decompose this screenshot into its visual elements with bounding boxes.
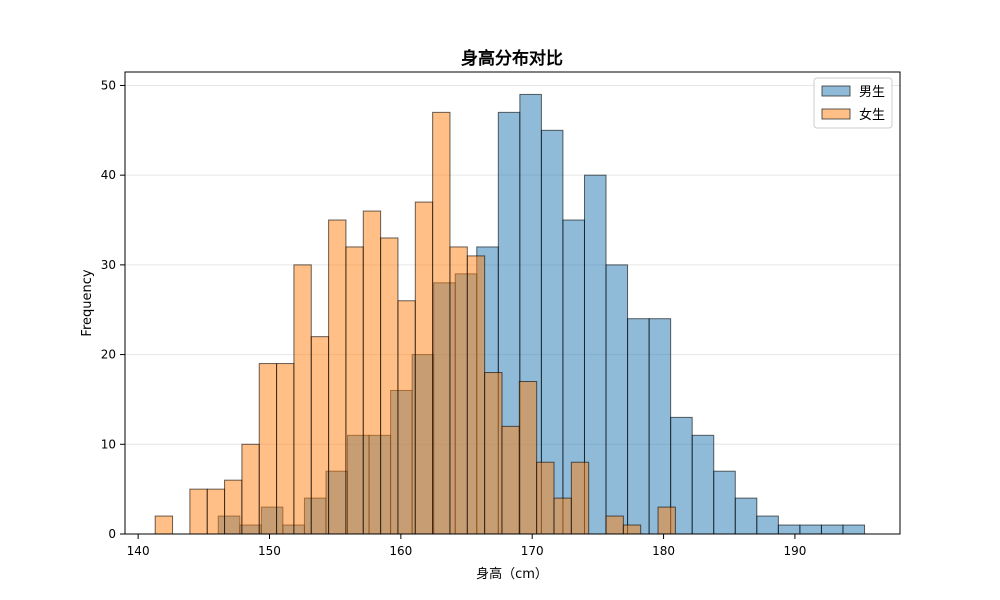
- bar-girls-26: [605, 515, 624, 535]
- bar-boys-18: [605, 264, 629, 535]
- legend: 男生 女生: [813, 77, 893, 129]
- legend-label-boys: 男生: [859, 85, 885, 100]
- bar-girls-5: [241, 443, 260, 535]
- x-axis-label: 身高（cm）: [476, 566, 548, 582]
- y-axis-label: Frequency: [80, 269, 95, 336]
- y-tick-label-10: 10: [101, 437, 116, 451]
- bar-girls-18: [466, 255, 486, 535]
- bar-boys-28: [820, 524, 844, 535]
- bar-girls-7: [276, 363, 295, 535]
- x-tick-label-180: 180: [652, 544, 675, 558]
- bar-girls-22: [536, 461, 555, 535]
- x-tick-label-150: 150: [258, 544, 281, 558]
- bar-girls-2: [189, 488, 208, 535]
- bar-girls-14: [397, 300, 416, 535]
- bar-boys-27: [799, 524, 822, 535]
- bar-boys-29: [842, 524, 866, 535]
- bar-girls-13: [380, 237, 399, 535]
- bar-girls-8: [293, 264, 312, 535]
- bar-boys-24: [734, 497, 758, 535]
- bar-girls-11: [345, 246, 364, 535]
- bar-boys-25: [756, 515, 779, 535]
- bar-girls-6: [258, 363, 278, 535]
- y-tick-label-30: 30: [101, 258, 116, 272]
- bar-girls-10: [328, 219, 347, 535]
- y-tick-label-20: 20: [101, 348, 116, 362]
- bar-girls-24: [570, 461, 590, 535]
- bar-boys-22: [691, 434, 715, 535]
- chart-title: 身高分布对比: [461, 48, 563, 69]
- x-tick-label-140: 140: [127, 544, 150, 558]
- bar-girls-23: [553, 497, 572, 535]
- x-tick-label-190: 190: [783, 544, 806, 558]
- bar-girls-17: [449, 246, 468, 535]
- y-tick-label-50: 50: [101, 78, 116, 92]
- legend-swatch-boys: [821, 85, 851, 97]
- bar-girls-20: [501, 425, 520, 535]
- bar-girls-9: [310, 336, 330, 535]
- plot-frame: [124, 71, 901, 535]
- bar-girls-16: [432, 111, 451, 535]
- bar-boys-20: [648, 318, 672, 535]
- x-tick-label-170: 170: [521, 544, 544, 558]
- bar-boys-26: [777, 524, 801, 535]
- bar-girls-15: [414, 201, 434, 535]
- bar-girls-4: [224, 479, 243, 535]
- y-axis-ticks: 0 10 20 30 40 50: [101, 78, 125, 541]
- bar-girls-29: [657, 506, 676, 535]
- bar-boys-19: [627, 318, 650, 535]
- x-tick-label-160: 160: [389, 544, 412, 558]
- x-axis-ticks: 140 150 160 170 180 190: [127, 534, 806, 558]
- bar-boys-23: [713, 470, 736, 535]
- bar-girls-12: [362, 210, 382, 535]
- legend-label-girls: 女生: [859, 107, 885, 123]
- bar-girls-19: [484, 372, 503, 535]
- bar-girls-0: [154, 515, 174, 535]
- bar-girls-3: [206, 488, 226, 535]
- bar-girls-27: [622, 524, 642, 535]
- bar-girls-21: [518, 380, 538, 535]
- legend-swatch-girls: [821, 108, 851, 120]
- y-tick-label-0: 0: [108, 527, 116, 541]
- y-tick-label-40: 40: [101, 168, 116, 182]
